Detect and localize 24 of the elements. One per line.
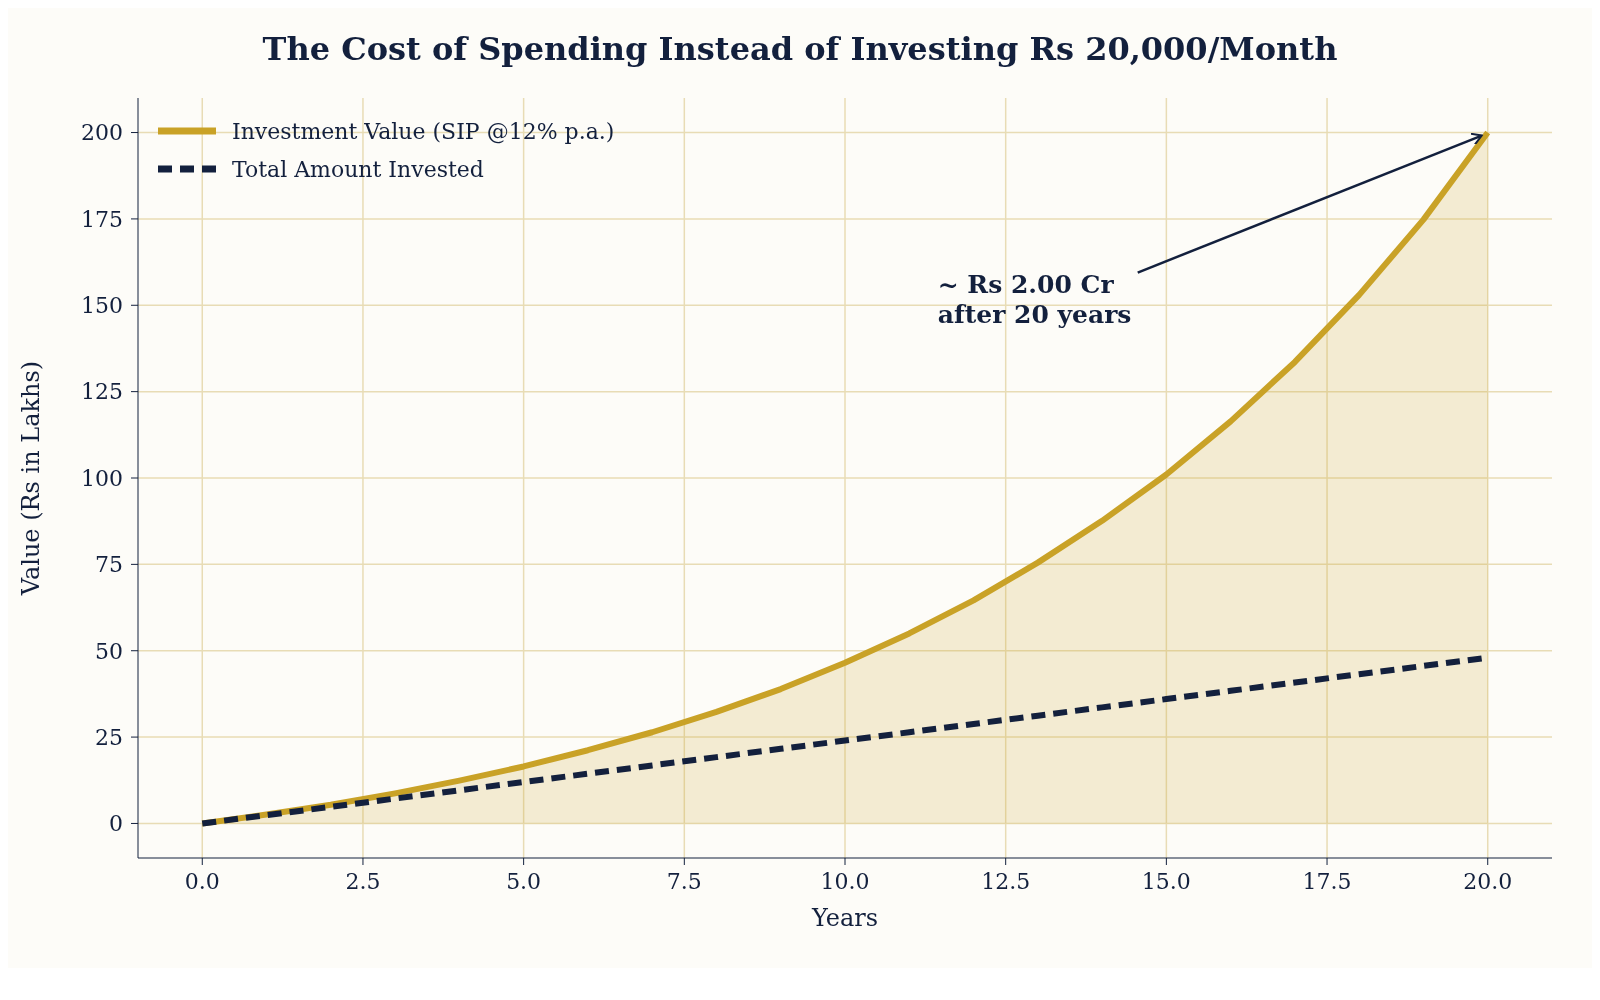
y-tick-label: 75: [95, 552, 123, 578]
legend-label: Total Amount Invested: [232, 156, 484, 182]
legend-label: Investment Value (SIP @12% p.a.): [232, 118, 615, 144]
x-tick-label: 2.5: [345, 868, 381, 894]
x-tick-label: 17.5: [1302, 868, 1352, 894]
x-tick-label: 12.5: [981, 868, 1031, 894]
y-tick-label: 200: [81, 120, 123, 146]
x-axis-title: Years: [810, 904, 879, 932]
y-tick-label: 0: [109, 811, 123, 837]
y-axis-title: Value (Rs in Lakhs): [16, 360, 45, 597]
chart-title: The Cost of Spending Instead of Investing Rs 20,000/Month: [262, 30, 1338, 68]
x-tick-label: 0.0: [184, 868, 220, 894]
y-tick-label: 100: [81, 465, 123, 491]
y-tick-label: 50: [95, 638, 123, 664]
y-tick-label: 25: [95, 724, 123, 750]
y-tick-label: 175: [81, 206, 123, 232]
annotation: ~ Rs 2.00 Cr after 20 years: [937, 269, 1132, 329]
y-tick-label: 150: [81, 293, 123, 319]
x-tick-label: 5.0: [506, 868, 542, 894]
x-tick-label: 15.0: [1141, 868, 1191, 894]
y-tick-label: 125: [81, 379, 123, 405]
x-tick-label: 7.5: [666, 868, 702, 894]
x-tick-label: 10.0: [820, 868, 870, 894]
x-tick-label: 20.0: [1463, 868, 1513, 894]
